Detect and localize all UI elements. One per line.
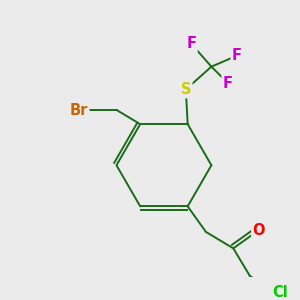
Text: F: F — [223, 76, 233, 91]
Text: Br: Br — [70, 103, 88, 118]
Text: Cl: Cl — [273, 285, 288, 300]
Text: S: S — [181, 82, 191, 97]
Text: O: O — [253, 223, 265, 238]
Text: F: F — [232, 48, 242, 63]
Text: F: F — [186, 36, 196, 51]
